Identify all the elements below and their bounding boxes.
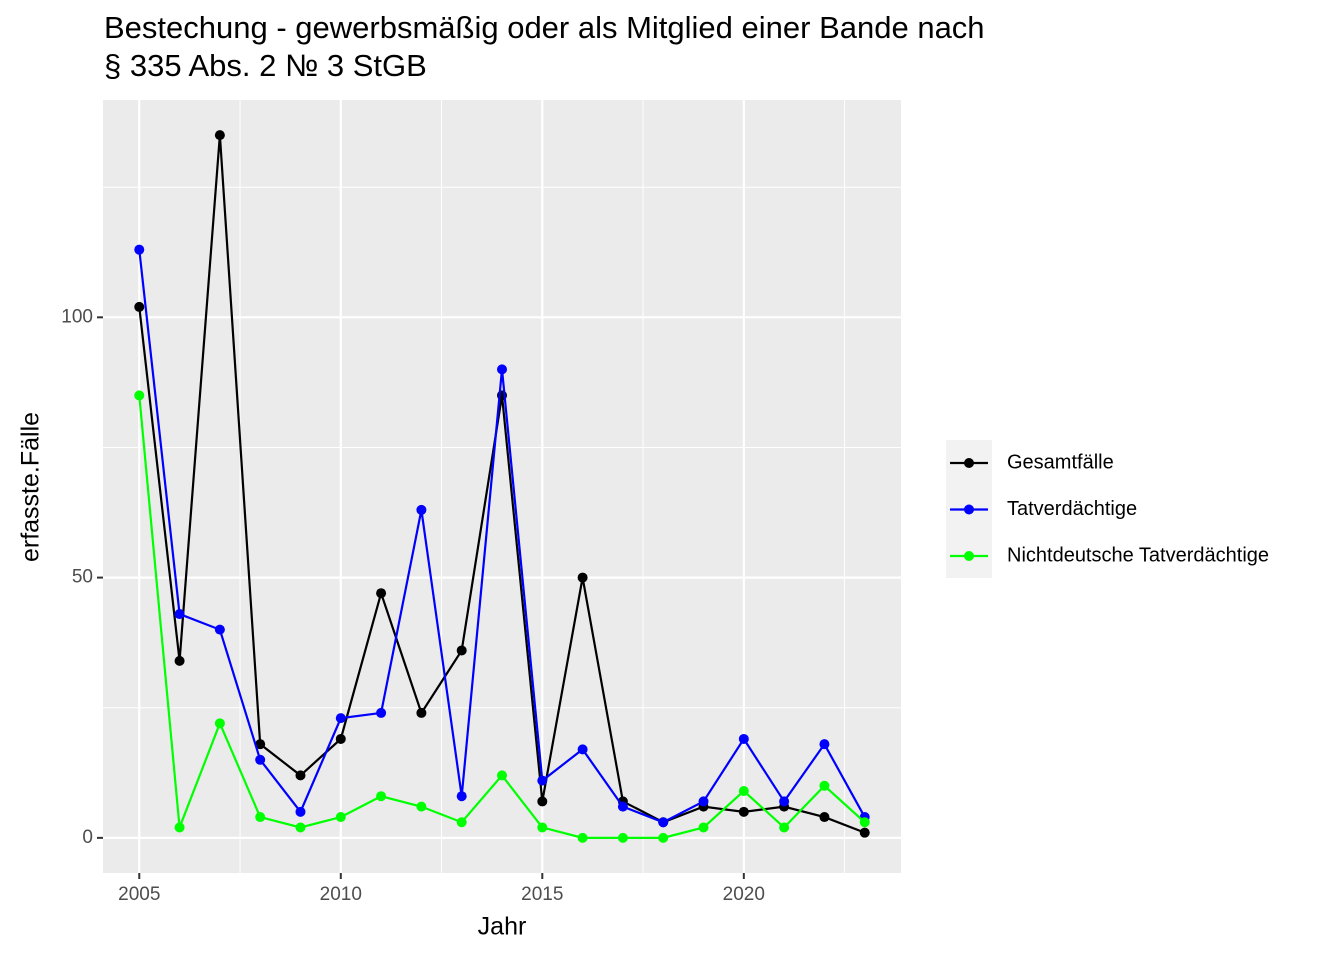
data-point [456,645,467,656]
chart-title: § 335 Abs. 2 № 3 StGB [104,48,427,83]
panel [103,100,901,873]
data-point [214,624,225,635]
data-point [295,770,306,781]
data-point [335,713,346,724]
y-tick-label: 0 [82,827,93,848]
data-point [255,739,266,750]
data-point [456,791,467,802]
data-point [537,796,548,807]
data-point [376,707,387,718]
data-point [738,806,749,817]
data-point [174,655,185,666]
data-point [335,733,346,744]
data-point [577,744,588,755]
data-point [497,770,507,781]
data-point [819,812,830,823]
data-point [416,707,427,718]
y-tick-label: 100 [61,306,93,327]
data-point [617,832,628,843]
data-point [174,822,185,833]
data-point [738,733,749,744]
data-point [819,780,830,791]
data-point [779,822,790,833]
data-point [779,796,790,807]
data-point [134,390,145,401]
data-point [376,588,387,599]
data-point [214,130,225,141]
data-point [577,832,588,843]
data-point [577,572,588,583]
legend-label: Nichtdeutsche Tatverdächtige [1007,544,1269,566]
legend-label: Gesamtfälle [1007,451,1114,473]
data-point [658,832,669,843]
data-point [295,822,306,833]
x-tick-label: 2020 [723,884,765,905]
data-point [456,817,467,828]
data-point [698,796,709,807]
data-point [859,827,870,838]
data-point [537,822,548,833]
data-point [537,775,548,786]
data-point [617,801,628,812]
legend-key [964,551,974,561]
data-point [416,801,427,812]
y-tick-label: 50 [72,567,93,588]
data-point [134,244,145,255]
data-point [658,817,669,828]
data-point [819,739,830,750]
data-point [698,822,709,833]
data-point [255,812,266,823]
x-tick-label: 2015 [521,884,563,905]
legend-label: Tatverdächtige [1007,498,1137,520]
data-point [174,609,185,620]
data-point [295,806,306,817]
chart-title: Bestechung - gewerbsmäßig oder als Mitgl… [104,10,985,45]
x-tick-label: 2005 [118,884,160,905]
legend-key [964,504,974,515]
data-point [859,817,870,828]
data-point [255,754,266,765]
data-point [335,812,346,823]
legend-key [964,458,974,468]
data-point [497,364,507,375]
data-point [738,786,749,797]
x-tick-label: 2010 [320,884,362,905]
x-axis-title: Jahr [478,913,527,941]
y-axis-title: erfasste.Fälle [17,412,45,562]
data-point [376,791,387,802]
data-point [416,504,427,515]
data-point [134,301,145,312]
data-point [214,718,225,729]
